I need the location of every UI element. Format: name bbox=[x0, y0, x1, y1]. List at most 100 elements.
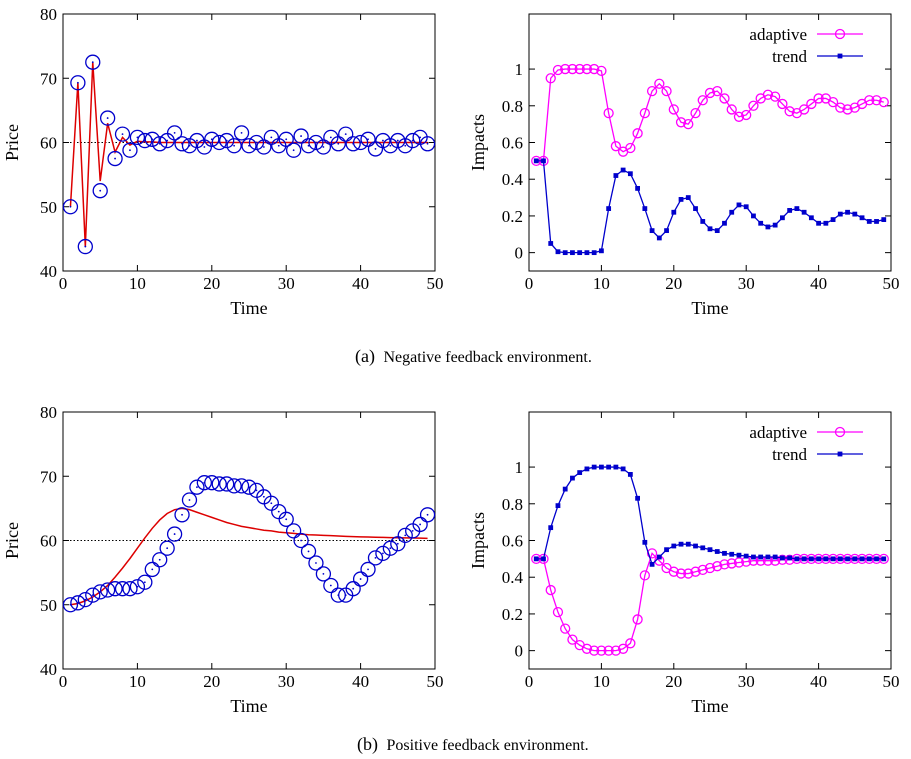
trend-point bbox=[584, 466, 590, 472]
x-tick-label: 30 bbox=[278, 672, 295, 691]
trend-point bbox=[787, 208, 793, 213]
trend-point bbox=[591, 464, 597, 470]
trend-point bbox=[845, 209, 850, 215]
trend-point bbox=[866, 219, 872, 224]
adaptive-point bbox=[770, 91, 781, 102]
trend-point bbox=[743, 553, 749, 559]
adaptive-point bbox=[871, 95, 882, 106]
price-point bbox=[166, 526, 183, 542]
x-axis-label: Time bbox=[691, 696, 728, 716]
y-tick-label: 70 bbox=[40, 467, 57, 486]
trend-point bbox=[772, 554, 778, 560]
x-tick-label: 40 bbox=[352, 672, 369, 691]
trend-point bbox=[613, 173, 619, 178]
price-point bbox=[189, 479, 205, 495]
price-point-center bbox=[285, 518, 288, 521]
y-tick-label: 0 bbox=[515, 642, 524, 661]
trend-point bbox=[765, 224, 771, 230]
trend-point bbox=[780, 555, 785, 561]
price-point-center bbox=[389, 144, 392, 147]
adaptive-point bbox=[596, 645, 607, 656]
x-tick-label: 30 bbox=[738, 274, 755, 293]
price-point bbox=[219, 476, 235, 492]
price-point bbox=[293, 128, 309, 144]
adaptive-point bbox=[878, 96, 889, 108]
trend-point bbox=[736, 202, 742, 208]
price-point bbox=[92, 584, 108, 600]
y-tick-label: 0.8 bbox=[502, 495, 523, 514]
price-point bbox=[397, 138, 413, 154]
trend-point bbox=[642, 539, 648, 545]
adaptive-point bbox=[864, 95, 875, 106]
price-point-center bbox=[233, 144, 236, 147]
x-tick-label: 30 bbox=[738, 672, 755, 691]
plot-frame bbox=[528, 13, 892, 272]
price-point bbox=[85, 54, 101, 70]
trend-point bbox=[780, 215, 785, 221]
price-point bbox=[129, 579, 146, 595]
adaptive-point bbox=[632, 128, 643, 139]
caption-b-text: Positive feedback environment. bbox=[387, 737, 589, 754]
trend-point bbox=[533, 158, 539, 164]
impacts-chart-negative: 0 10 20 30 40 50 0 0.2 0.4 0.6 0.8 1 Time Impacts adap… bbox=[468, 13, 900, 318]
price-point-center bbox=[166, 547, 169, 550]
y-tick-label: 0.6 bbox=[502, 532, 523, 551]
price-point-center bbox=[382, 139, 384, 142]
trend-point bbox=[599, 464, 604, 470]
price-point bbox=[390, 132, 406, 149]
price-point-center bbox=[419, 136, 422, 139]
adaptive-point bbox=[567, 63, 578, 75]
adaptive-point bbox=[545, 584, 556, 596]
trend-point bbox=[555, 503, 561, 509]
price-point-center bbox=[84, 598, 87, 601]
price-point-center bbox=[91, 61, 94, 64]
price-point-center bbox=[322, 573, 325, 575]
adaptive-point bbox=[784, 554, 795, 565]
adaptive-point bbox=[567, 634, 578, 645]
price-point-center bbox=[329, 136, 332, 139]
adaptive-point bbox=[589, 645, 600, 656]
adaptive-point bbox=[697, 95, 708, 106]
trend-point bbox=[823, 220, 829, 226]
trend-point bbox=[707, 547, 713, 553]
trend-point bbox=[533, 556, 539, 562]
adaptive-point bbox=[574, 63, 585, 75]
price-point bbox=[375, 545, 391, 561]
price-point bbox=[233, 478, 250, 494]
adaptive-point bbox=[690, 566, 701, 577]
price-point-center bbox=[337, 142, 340, 145]
trend-point bbox=[765, 554, 771, 560]
price-point-center bbox=[255, 141, 258, 144]
adaptive-point bbox=[610, 645, 622, 656]
price-point-center bbox=[106, 117, 109, 119]
legend-marker-adaptive bbox=[834, 426, 846, 438]
price-point-center bbox=[277, 510, 280, 513]
adaptive-point bbox=[784, 106, 795, 117]
price-point bbox=[226, 138, 242, 154]
adaptive-point bbox=[668, 566, 679, 577]
price-point-center bbox=[188, 144, 191, 147]
price-point bbox=[152, 552, 168, 568]
x-tick-label: 20 bbox=[665, 672, 682, 691]
price-point-center bbox=[419, 523, 422, 526]
legend-marker-trend bbox=[837, 451, 843, 457]
y-tick-label: 80 bbox=[40, 5, 57, 24]
price-point bbox=[137, 132, 153, 149]
price-point-center bbox=[322, 146, 325, 148]
x-tick-label: 0 bbox=[525, 274, 534, 293]
trend-point bbox=[562, 486, 568, 492]
x-tick-label: 20 bbox=[203, 274, 220, 293]
price-line bbox=[70, 507, 428, 606]
price-point-center bbox=[411, 529, 414, 532]
plot-frame bbox=[528, 411, 892, 670]
adaptive-point bbox=[697, 564, 708, 576]
price-point bbox=[129, 129, 146, 146]
adaptive-point bbox=[625, 638, 636, 649]
impacts-chart-positive: 0 10 20 30 40 50 0 0.2 0.4 0.6 0.8 1 Time Impacts adap… bbox=[468, 411, 900, 716]
adaptive-point bbox=[654, 78, 665, 89]
adaptive-point bbox=[813, 93, 824, 104]
trend-point bbox=[866, 556, 872, 562]
legend-label-adaptive: adaptive bbox=[749, 423, 807, 442]
trend-point bbox=[751, 213, 756, 219]
trend-point bbox=[830, 217, 836, 222]
